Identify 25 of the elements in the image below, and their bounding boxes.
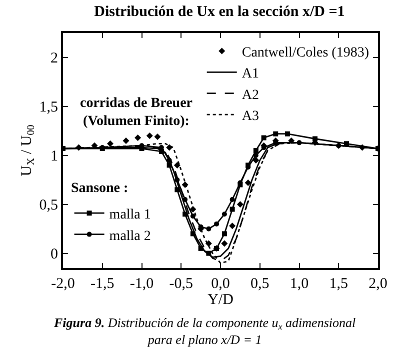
legend-label: malla 1 [109,208,151,223]
legend-label: A3 [242,109,259,124]
x-tick-label: 2,0 [368,276,388,292]
x-tick-label: 0,0 [211,276,230,292]
x-tick-label: -1,5 [90,276,114,292]
legend-label: A2 [242,88,259,103]
annotation: Sansone : [71,181,128,196]
y-tick-label: 1,5 [39,100,58,116]
x-tick-label: 0,5 [250,276,270,292]
y-tick-label: 0,5 [39,198,58,214]
y-tick-label: 1 [50,148,58,165]
legend-label: Cantwell/Coles (1983) [242,45,370,60]
x-tick-label: -1,0 [130,276,154,292]
chart-title: Distribución de Ux en la sección x/D =1 [94,4,345,20]
legend-label: A1 [242,66,259,82]
x-tick-label: 1,5 [329,276,348,292]
legend-label: malla 2 [109,228,151,244]
y-tick-label: 2 [50,50,58,67]
text: Figura 9. Distribución de la componente u$_{x}$ adimensional para el plano x/D = 1 [54,315,356,347]
x-tick-label: -2,0 [51,276,75,292]
x-axis-title: Y/D [208,292,234,308]
x-tick-label: -0,5 [169,276,194,292]
x-tick-label: 1,0 [290,276,309,292]
annotation: corridas de Breuer (Volumen Finito): [80,96,192,130]
y-tick-label: 0 [50,246,58,263]
